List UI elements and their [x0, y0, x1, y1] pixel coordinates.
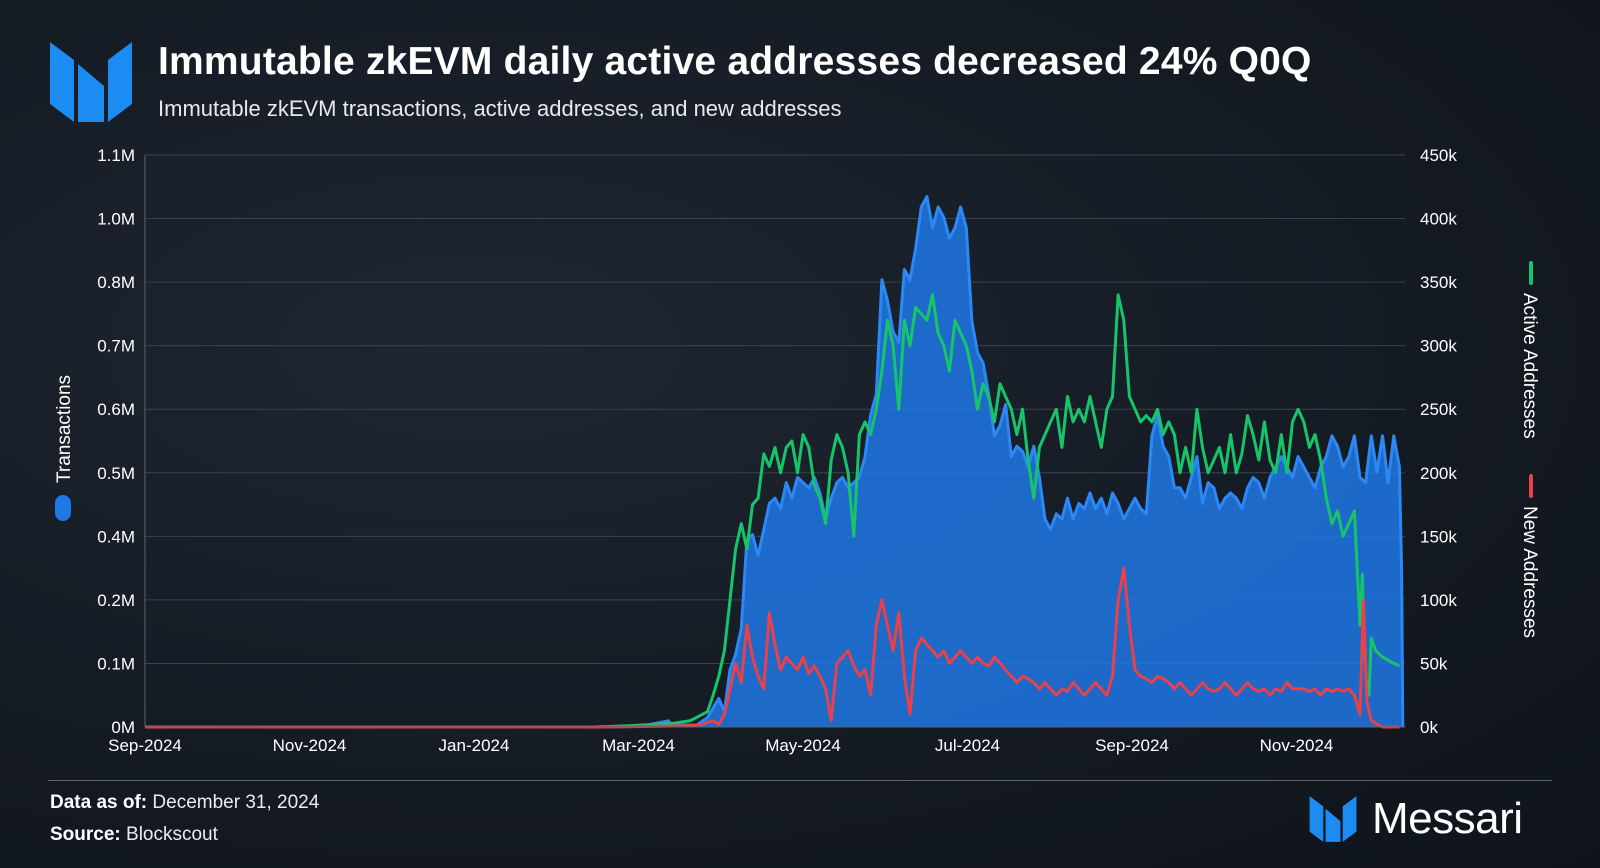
left-y-tick-label: 0.8M — [97, 273, 135, 292]
transactions-area — [145, 196, 1403, 728]
legends: Transactions Active Addresses New Addresse… — [54, 261, 1540, 638]
right-y-tick-label: 300k — [1420, 337, 1457, 356]
active-addresses-line — [145, 293, 1401, 729]
x-tick-label: Mar-2024 — [602, 736, 675, 755]
x-tick-label: Nov-2024 — [1260, 736, 1334, 755]
series-layer — [145, 195, 1405, 729]
axes — [144, 155, 1405, 728]
right-y-tick-label: 50k — [1420, 654, 1448, 673]
source-label: Source: — [50, 824, 121, 845]
x-tick-label: Nov-2024 — [273, 736, 347, 755]
source-value: Blockscout — [126, 824, 218, 845]
data-as-of-value: December 31, 2024 — [152, 792, 320, 813]
right-y-tick-label: 200k — [1420, 464, 1457, 483]
right-y-tick-label: 150k — [1420, 527, 1457, 546]
active-addresses-legend-label: Active Addresses — [1519, 293, 1540, 439]
data-as-of: Data as of: December 31, 2024 — [50, 792, 319, 814]
transactions-legend-swatch — [55, 495, 71, 521]
new-addresses-legend-label: New Addresses — [1519, 506, 1540, 638]
x-tick-label: May-2024 — [765, 736, 841, 755]
x-tick-label: Jul-2024 — [935, 736, 1000, 755]
messari-logo-icon — [50, 42, 132, 122]
chart-title: Immutable zkEVM daily active addresses d… — [158, 40, 1312, 83]
left-y-tick-label: 0M — [111, 718, 135, 737]
source: Source: Blockscout — [50, 824, 218, 846]
active-addresses-legend-swatch — [1529, 261, 1533, 285]
left-y-tick-label: 0.4M — [97, 527, 135, 546]
left-y-tick-label: 0.7M — [97, 337, 135, 356]
brand-name: Messari — [1372, 794, 1523, 843]
chart-subtitle: Immutable zkEVM transactions, active add… — [158, 96, 842, 121]
x-tick-label: Jan-2024 — [439, 736, 510, 755]
right-y-tick-label: 100k — [1420, 591, 1457, 610]
left-y-tick-label: 1.1M — [97, 146, 135, 165]
data-as-of-label: Data as of: — [50, 792, 148, 813]
right-y-tick-label: 350k — [1420, 273, 1457, 292]
new-addresses-line — [145, 566, 1400, 729]
x-axis-ticks: Sep-2024 Nov-2024 Jan-2024 Mar-2024 May-2024… — [108, 736, 1333, 755]
left-y-tick-label: 0.1M — [97, 654, 135, 673]
x-tick-label: Sep-2024 — [1095, 736, 1169, 755]
right-y-tick-label: 250k — [1420, 400, 1457, 419]
messari-brand-icon — [1309, 796, 1357, 842]
transactions-legend-label: Transactions — [54, 375, 75, 483]
right-y-tick-label: 450k — [1420, 146, 1457, 165]
left-y-tick-label: 0.5M — [97, 464, 135, 483]
x-tick-label: Sep-2024 — [108, 736, 182, 755]
right-y-tick-label: 0k — [1420, 718, 1438, 737]
left-y-tick-label: 0.6M — [97, 400, 135, 419]
right-y-tick-label: 400k — [1420, 210, 1457, 229]
footer-divider — [48, 780, 1552, 781]
left-y-tick-label: 0.2M — [97, 591, 135, 610]
left-y-axis-ticks: 0M 0.1M 0.2M 0.4M 0.5M 0.6M 0.7M 0.8M 1.0M 1.1M — [97, 146, 135, 737]
new-addresses-legend-swatch — [1529, 474, 1533, 498]
brand: Messari — [1308, 794, 1523, 844]
right-y-axis-ticks: 0k 50k 100k 150k 200k 250k 300k 350k 400k 450k — [1420, 146, 1457, 737]
left-y-tick-label: 1.0M — [97, 210, 135, 229]
